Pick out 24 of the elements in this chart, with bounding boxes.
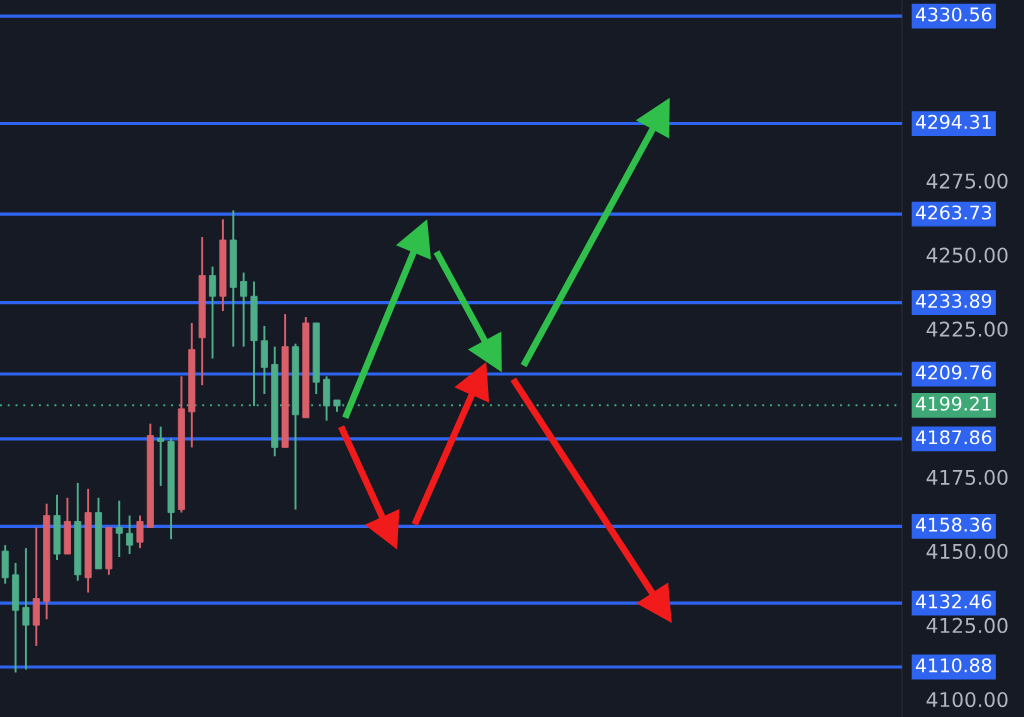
candlestick [136,514,144,550]
y-tick-label: 4275.00 [926,173,1008,189]
y-tick-label: 4100.00 [926,691,1008,708]
ref-line-label: 4209.76 [915,365,992,380]
ref-line-label: 4233.89 [915,293,992,308]
y-tick-label: 4250.00 [926,247,1008,263]
ref-line-label: 4294.31 [915,114,991,129]
y-tick-label: 4225.00 [926,321,1008,337]
candlestick [126,514,134,556]
ref-line-label: 4110.88 [915,658,992,673]
ref-line-label: 4330.56 [915,7,992,22]
candlestick [240,271,248,348]
ref-line-label: 4187.86 [915,430,992,445]
ref-line-label: 4132.46 [915,594,992,609]
ref-line-label: 4263.73 [915,205,992,220]
candlestick [209,265,217,360]
ref-line-label: 4199.21 [915,396,991,411]
y-tick-label: 4150.00 [926,543,1008,560]
candlestick [115,499,123,558]
candlestick [22,547,30,671]
y-tick-label: 4175.00 [926,469,1008,485]
ref-line-label: 4158.36 [915,517,992,532]
candlestick [157,425,165,487]
y-tick-label: 4125.00 [926,617,1008,634]
